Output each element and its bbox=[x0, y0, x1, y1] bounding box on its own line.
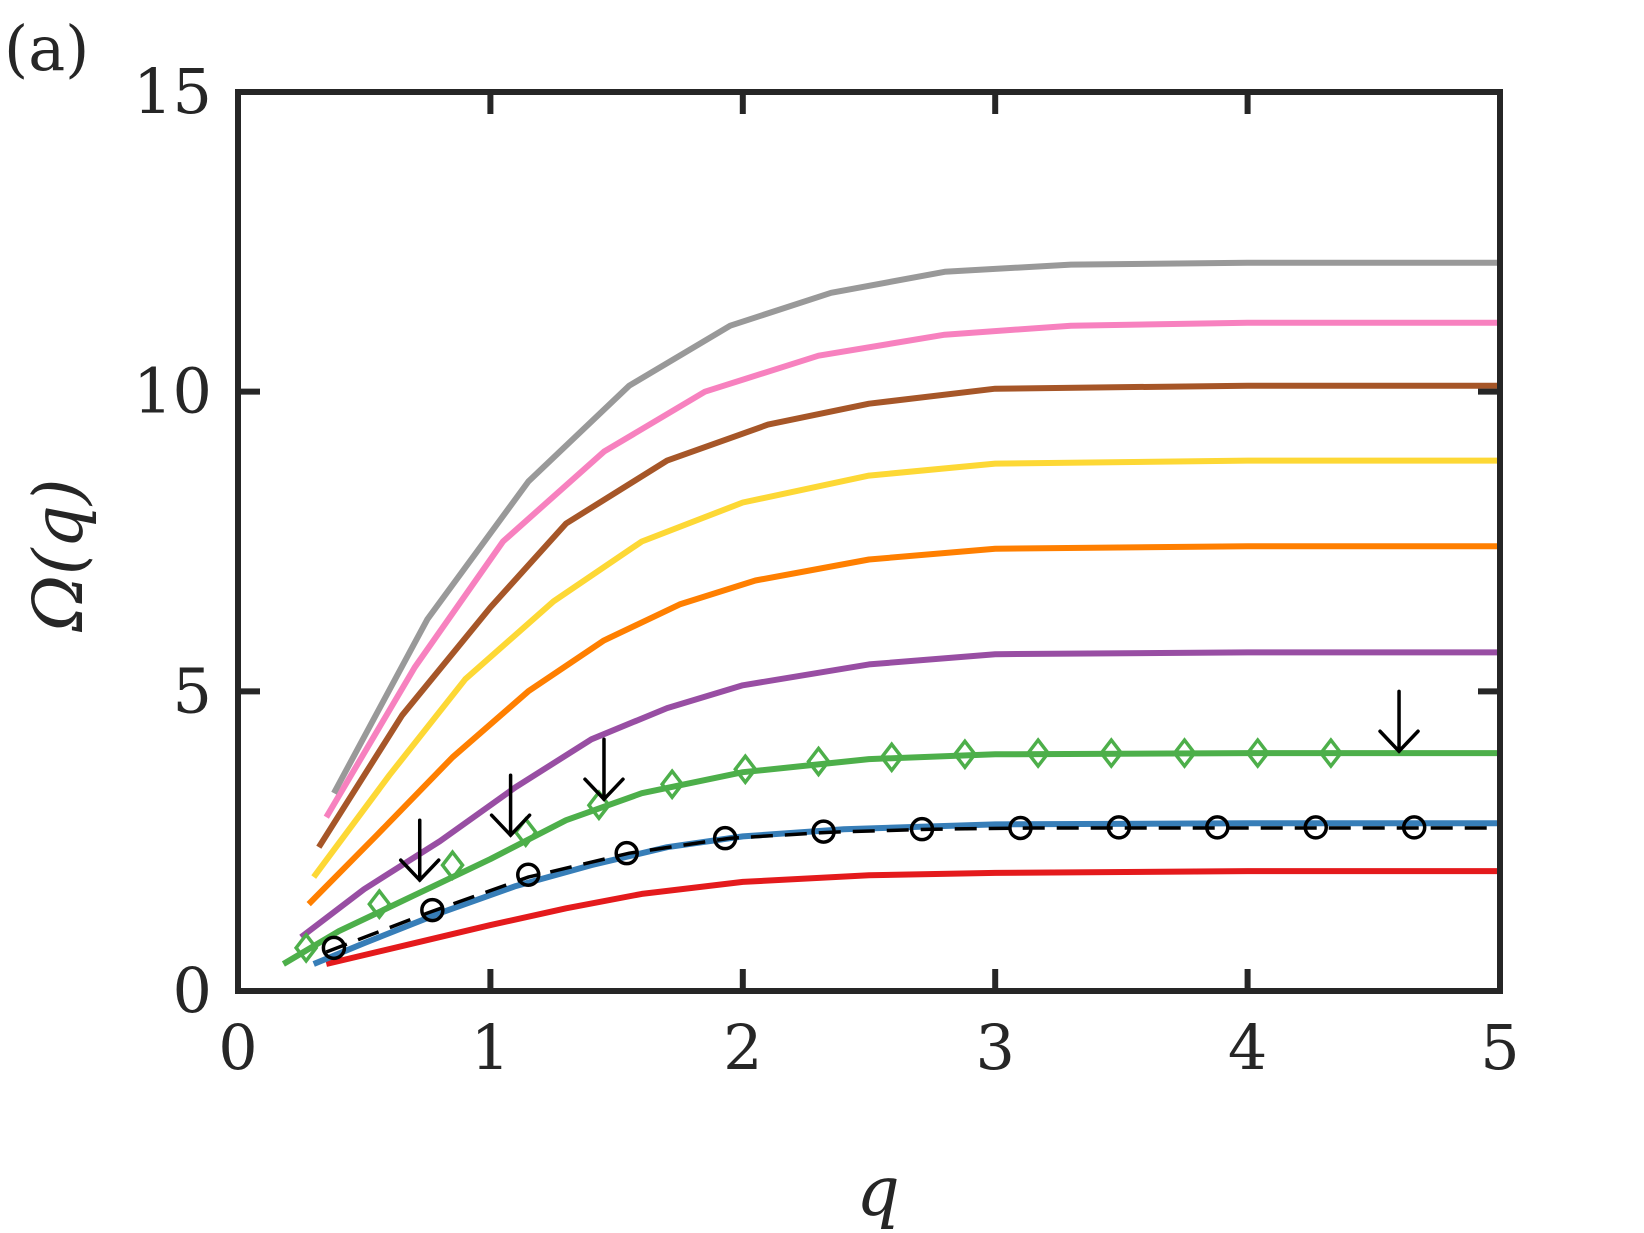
circle-marker-8 bbox=[1008, 815, 1033, 841]
circle-marker-10 bbox=[1205, 815, 1230, 840]
diamond-marker-2 bbox=[367, 888, 392, 920]
circle-marker-5 bbox=[712, 825, 738, 851]
series-line-6 bbox=[311, 457, 1500, 879]
y-tick-label: 15 bbox=[133, 55, 212, 128]
series-line-4 bbox=[299, 649, 1500, 940]
y-tick-label: 10 bbox=[133, 355, 212, 428]
x-tick-label: 1 bbox=[471, 1011, 510, 1084]
diamond-marker-8 bbox=[806, 745, 831, 778]
y-axis-label: Ω(q) bbox=[20, 479, 99, 633]
circle-marker-6 bbox=[811, 819, 836, 844]
series-line-8 bbox=[323, 319, 1500, 819]
circle-marker-11 bbox=[1303, 815, 1328, 840]
series-line-3 bbox=[281, 750, 1500, 967]
x-tick-label: 0 bbox=[218, 1011, 257, 1084]
axes-frame bbox=[235, 89, 1503, 994]
diamond-marker-3 bbox=[440, 849, 465, 882]
series-line-7 bbox=[316, 382, 1500, 849]
panel-label: (a) bbox=[4, 12, 89, 85]
x-tick-label: 5 bbox=[1480, 1011, 1519, 1084]
x-tick-label: 4 bbox=[1228, 1011, 1267, 1084]
plot-content bbox=[281, 259, 1500, 967]
diamond-marker-7 bbox=[733, 753, 758, 786]
y-tick-label: 5 bbox=[173, 654, 212, 727]
diamond-marker-11 bbox=[1025, 737, 1051, 769]
arrow-3 bbox=[583, 737, 625, 802]
diamond-marker-5 bbox=[586, 789, 612, 822]
circle-marker-2 bbox=[420, 897, 445, 923]
diamond-marker-1 bbox=[293, 931, 319, 964]
diamond-marker-9 bbox=[879, 741, 904, 774]
series-line-5 bbox=[306, 543, 1500, 907]
diamond-marker-15 bbox=[1318, 737, 1344, 769]
x-tick-label: 2 bbox=[723, 1011, 762, 1084]
arrow-2 bbox=[489, 773, 532, 838]
diamond-marker-14 bbox=[1245, 737, 1270, 769]
y-tick-label: 0 bbox=[173, 954, 212, 1027]
circle-marker-7 bbox=[909, 816, 935, 842]
circle-marker-12 bbox=[1401, 815, 1427, 840]
circle-marker-4 bbox=[614, 840, 639, 866]
circle-marker-1 bbox=[321, 935, 347, 961]
series-line-9 bbox=[331, 259, 1500, 795]
circle-marker-3 bbox=[516, 862, 541, 887]
diamond-marker-6 bbox=[659, 768, 685, 801]
arrow-4 bbox=[1378, 689, 1420, 754]
arrow-1 bbox=[398, 818, 441, 883]
series-line-1 bbox=[325, 868, 1500, 967]
circle-marker-9 bbox=[1106, 815, 1132, 840]
x-tick-label: 3 bbox=[975, 1011, 1014, 1084]
diamond-marker-12 bbox=[1099, 737, 1124, 769]
x-axis-label: q bbox=[856, 1153, 900, 1232]
diamond-marker-13 bbox=[1172, 737, 1197, 769]
axes: 0 1 2 3 4 5 0 5 10 15 bbox=[133, 55, 1520, 1084]
series-line-2 bbox=[312, 820, 1500, 967]
diamond-marker-10 bbox=[952, 738, 978, 771]
